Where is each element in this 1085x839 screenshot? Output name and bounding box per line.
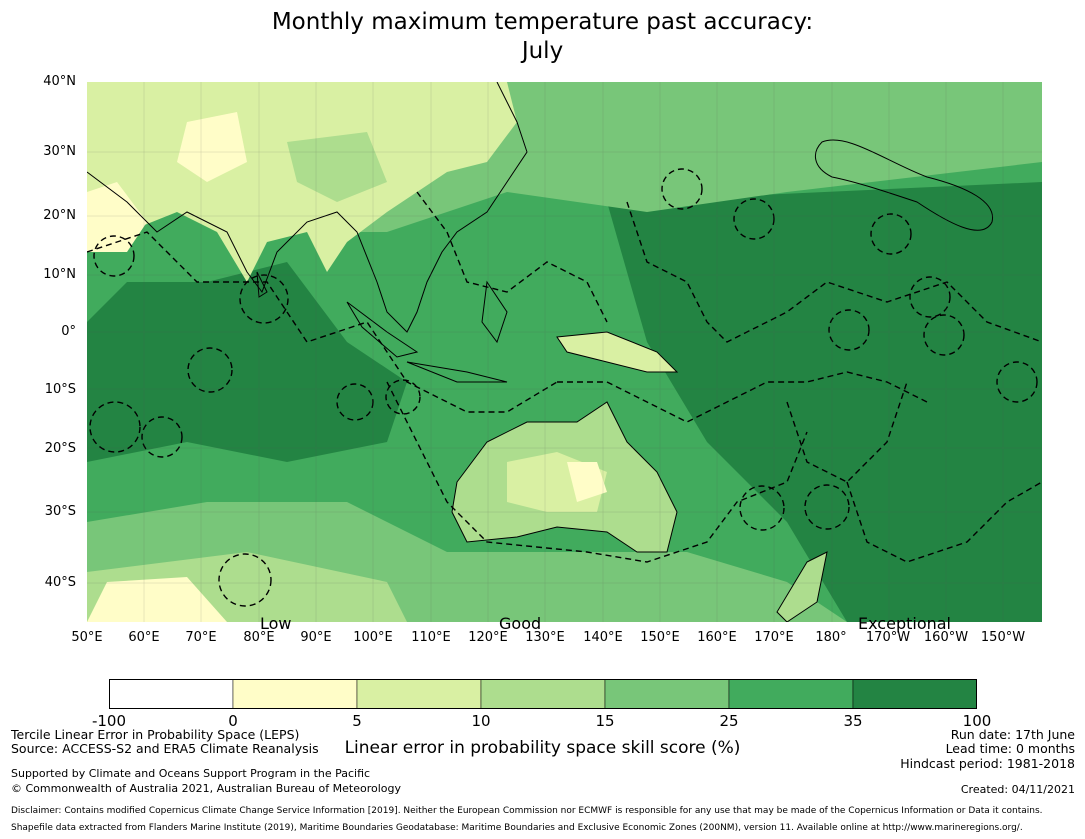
colorbar-tick: 10 bbox=[471, 712, 491, 730]
hindcast-period: Hindcast period: 1981-2018 bbox=[900, 756, 1075, 771]
disclaimer: Disclaimer: Contains modified Copernicus… bbox=[11, 806, 1043, 816]
lat-label: 20°S bbox=[44, 441, 76, 456]
land-mid-patch bbox=[287, 132, 387, 202]
eez-circles bbox=[89, 168, 1038, 607]
lon-label: 90°E bbox=[300, 630, 332, 645]
lat-label: 20°N bbox=[43, 208, 76, 223]
lat-label: 0° bbox=[61, 324, 76, 339]
lat-label: 10°N bbox=[43, 267, 76, 282]
eez-boundaries bbox=[87, 191, 1042, 563]
colorbar-tick: 100 bbox=[962, 712, 992, 730]
support-note: Supported by Climate and Oceans Support … bbox=[11, 767, 371, 780]
run-date: Run date: 17th June bbox=[950, 727, 1075, 742]
lon-label: 150°E bbox=[640, 630, 680, 645]
pacific-high-skill bbox=[607, 182, 1042, 622]
coastlines bbox=[87, 82, 993, 622]
lat-label: 30°S bbox=[44, 504, 76, 519]
colorbar-tick: -100 bbox=[91, 712, 127, 730]
colorbar-tick: 5 bbox=[352, 712, 362, 730]
colorbar-swatch bbox=[604, 679, 730, 709]
title-line-2: July bbox=[521, 38, 564, 64]
lon-label: 150°W bbox=[980, 630, 1026, 645]
lon-label: 180° bbox=[815, 630, 847, 645]
lat-label: 10°S bbox=[44, 382, 76, 397]
skill-map bbox=[87, 82, 1042, 622]
new-guinea-land bbox=[557, 332, 677, 372]
category-low: Low bbox=[260, 614, 292, 633]
created-date: Created: 04/11/2021 bbox=[960, 783, 1075, 796]
colorbar-swatch bbox=[109, 679, 234, 709]
colorbar-tick: 25 bbox=[719, 712, 739, 730]
lon-label: 160°E bbox=[697, 630, 737, 645]
lon-label: 140°E bbox=[583, 630, 623, 645]
colorbar-swatch bbox=[728, 679, 854, 709]
lon-label: 80°E bbox=[243, 630, 275, 645]
category-good: Good bbox=[499, 614, 542, 633]
chart-title: Monthly maximum temperature past accurac… bbox=[0, 8, 1085, 66]
lon-label: 160°W bbox=[923, 630, 969, 645]
low-skill-patch-n bbox=[177, 112, 247, 182]
lon-label: 60°E bbox=[128, 630, 160, 645]
lead-time: Lead time: 0 months bbox=[945, 741, 1075, 756]
low-skill-patch-sw bbox=[87, 577, 227, 622]
lon-label: 110°E bbox=[411, 630, 451, 645]
colorbar-swatch bbox=[356, 679, 482, 709]
colorbar-swatch bbox=[232, 679, 358, 709]
lat-label: 30°N bbox=[43, 144, 76, 159]
colorbar-tick: 35 bbox=[843, 712, 863, 730]
lon-label: 130°E bbox=[525, 630, 565, 645]
title-line-1: Monthly maximum temperature past accurac… bbox=[271, 9, 814, 35]
lon-label: 170°W bbox=[865, 630, 911, 645]
lat-label: 40°S bbox=[44, 575, 76, 590]
lon-label: 170°E bbox=[754, 630, 794, 645]
lon-label: 70°E bbox=[185, 630, 217, 645]
source-note: Source: ACCESS-S2 and ERA5 Climate Reana… bbox=[11, 741, 319, 756]
copyright-note: © Commonwealth of Australia 2021, Austra… bbox=[11, 782, 401, 795]
colorbar-swatch bbox=[852, 679, 977, 709]
colorbar-label: Linear error in probability space skill … bbox=[344, 738, 741, 758]
method-note: Tercile Linear Error in Probability Spac… bbox=[11, 727, 300, 742]
low-skill-patch-arabia bbox=[87, 182, 147, 252]
shapefile-credit: Shapefile data extracted from Flanders M… bbox=[11, 823, 1023, 833]
colorbar-tick: 0 bbox=[228, 712, 238, 730]
lat-label: 40°N bbox=[43, 74, 76, 89]
indian-ocean-high-skill bbox=[87, 262, 407, 462]
graticule bbox=[87, 82, 1042, 622]
lon-label: 120°E bbox=[468, 630, 508, 645]
colorbar bbox=[109, 679, 977, 709]
lon-label: 50°E bbox=[71, 630, 103, 645]
colorbar-tick: 15 bbox=[595, 712, 615, 730]
australia-low-patch bbox=[567, 462, 607, 502]
category-exceptional: Exceptional bbox=[858, 614, 951, 633]
colorbar-swatch bbox=[480, 679, 606, 709]
new-zealand-land bbox=[777, 552, 827, 622]
lon-label: 100°E bbox=[353, 630, 393, 645]
